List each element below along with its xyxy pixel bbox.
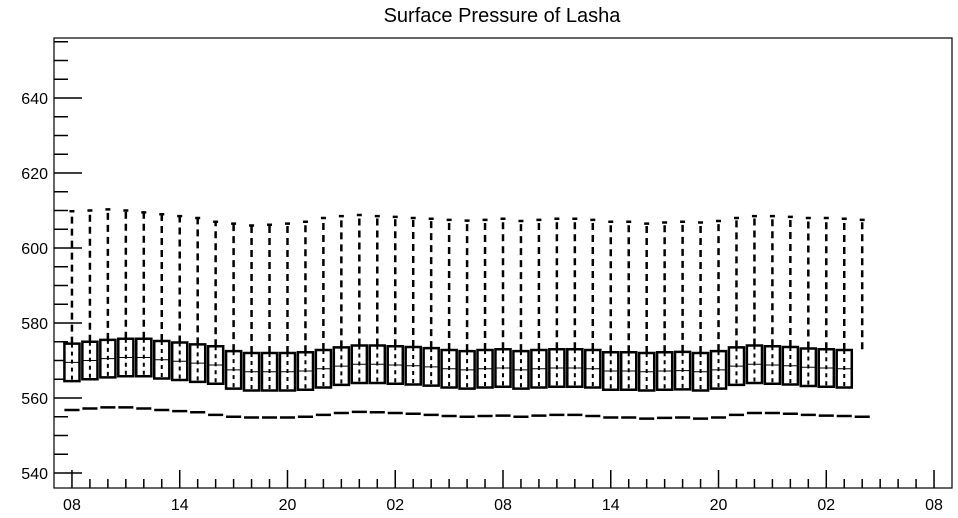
plot-area: 540 560 580 600 620 640 08 14 20 02 08 14 20 02 08 <box>21 37 953 514</box>
x-tick-label: 08 <box>925 497 943 514</box>
x-tick-label: 02 <box>386 497 404 514</box>
y-tick-label: 640 <box>21 91 48 108</box>
x-tick-label: 20 <box>279 497 297 514</box>
y-tick-label: 620 <box>21 166 48 183</box>
x-tick-label: 02 <box>817 497 835 514</box>
y-tick-label: 540 <box>21 466 48 483</box>
x-tick-label: 14 <box>602 497 620 514</box>
x-tick-label: 14 <box>171 497 189 514</box>
y-tick-label: 600 <box>21 241 48 258</box>
x-tick-label: 08 <box>63 497 81 514</box>
y-tick-label: 580 <box>21 316 48 333</box>
x-tick-label: 08 <box>494 497 512 514</box>
x-tick-label: 20 <box>710 497 728 514</box>
y-tick-label: 560 <box>21 391 48 408</box>
chart-title: Surface Pressure of Lasha <box>384 5 622 27</box>
